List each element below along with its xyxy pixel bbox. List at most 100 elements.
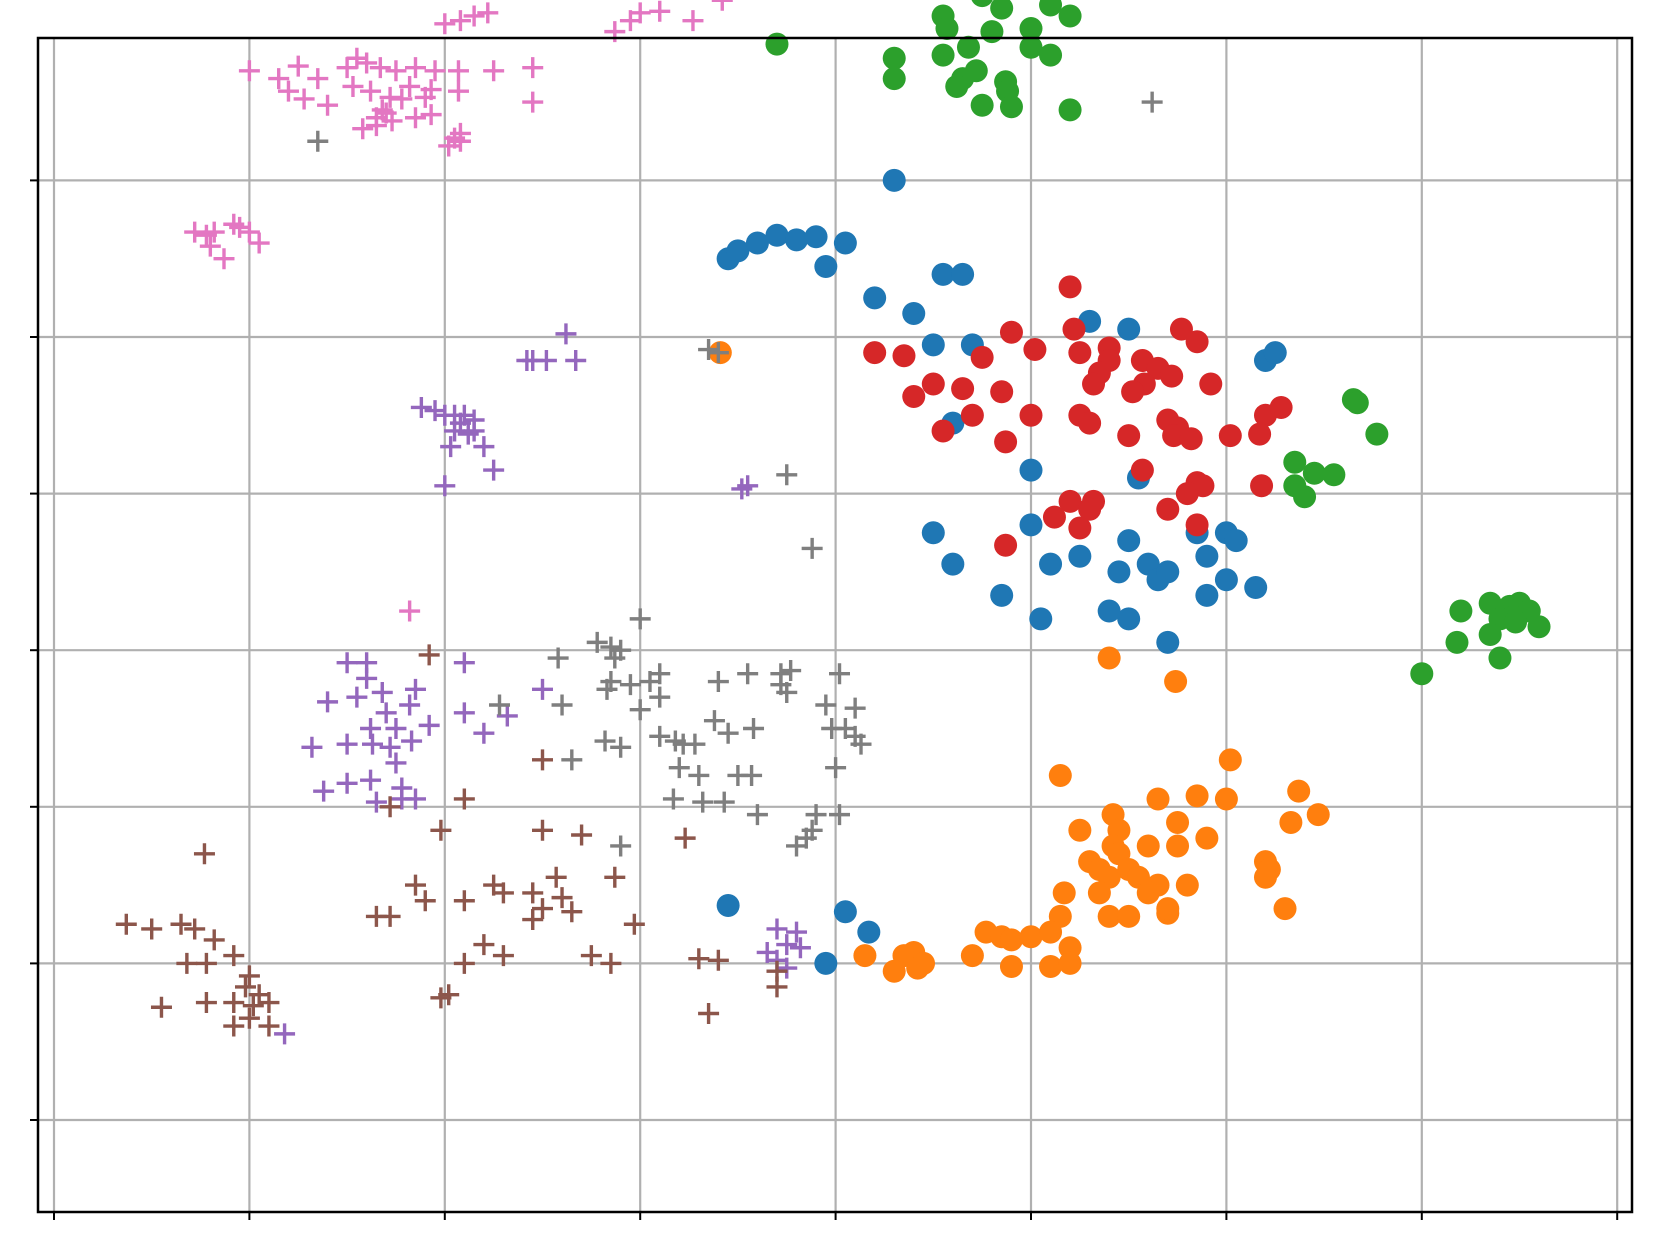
data-point <box>203 929 225 951</box>
data-point <box>410 396 432 418</box>
data-point <box>980 20 1004 44</box>
data-point <box>391 88 413 110</box>
data-point <box>1214 787 1238 811</box>
data-point <box>1039 43 1063 67</box>
data-point <box>1449 599 1473 623</box>
data-point <box>604 647 626 669</box>
data-point <box>1195 826 1219 850</box>
data-point <box>551 694 573 716</box>
data-point <box>438 135 460 157</box>
data-point <box>535 349 557 371</box>
data-point <box>1130 458 1154 482</box>
data-point <box>379 736 401 758</box>
data-point <box>268 68 290 90</box>
data-point <box>1504 610 1528 634</box>
data-point <box>1097 599 1121 623</box>
data-point <box>604 866 626 888</box>
data-point <box>931 419 955 443</box>
data-point <box>1195 583 1219 607</box>
data-point <box>1117 424 1141 448</box>
data-point <box>921 333 945 357</box>
data-point <box>863 286 887 310</box>
data-point <box>829 804 851 826</box>
data-point <box>555 323 577 345</box>
data-point <box>489 694 511 716</box>
data-point <box>371 681 393 703</box>
data-point <box>1039 920 1063 944</box>
data-point <box>365 115 387 137</box>
data-point <box>391 777 413 799</box>
data-point <box>1160 364 1184 388</box>
data-point <box>1121 380 1145 404</box>
data-point <box>551 887 573 909</box>
data-point <box>1445 630 1469 654</box>
data-point <box>399 75 421 97</box>
data-point <box>1117 317 1141 341</box>
data-point <box>951 262 975 286</box>
data-point <box>346 47 368 69</box>
data-point <box>829 663 851 685</box>
data-point <box>547 647 569 669</box>
data-point <box>1169 317 1193 341</box>
data-point <box>1146 787 1170 811</box>
data-point <box>1279 810 1303 834</box>
data-point <box>935 16 959 40</box>
series-5 <box>115 644 788 1037</box>
data-point <box>1478 623 1502 647</box>
data-point <box>945 74 969 98</box>
data-point <box>1068 516 1092 540</box>
data-point <box>434 475 456 497</box>
data-point <box>649 0 671 22</box>
data-points <box>115 0 1551 1045</box>
data-point <box>882 168 906 192</box>
data-point <box>1048 763 1072 787</box>
data-point <box>404 107 426 129</box>
data-point <box>420 104 442 126</box>
data-point <box>619 10 641 32</box>
data-point <box>623 913 645 935</box>
data-point <box>532 819 553 841</box>
data-point <box>356 52 378 74</box>
grid-lines <box>38 38 1632 1212</box>
data-point <box>238 60 260 82</box>
data-point <box>844 697 866 719</box>
data-point <box>141 918 163 940</box>
data-point <box>1117 529 1141 553</box>
data-point <box>682 10 704 32</box>
data-point <box>1250 474 1274 498</box>
data-point <box>1141 91 1163 113</box>
data-point <box>522 909 544 931</box>
data-point <box>223 945 245 967</box>
data-point <box>999 95 1023 119</box>
data-point <box>360 80 382 102</box>
data-point <box>522 882 544 904</box>
data-point <box>561 901 583 923</box>
data-point <box>1185 784 1209 808</box>
data-point <box>892 344 916 368</box>
data-point <box>1244 576 1268 600</box>
data-point <box>430 987 452 1009</box>
series-4 <box>274 323 811 1045</box>
data-point <box>453 652 475 674</box>
data-point <box>649 725 671 747</box>
data-point <box>356 667 378 689</box>
data-point <box>882 959 906 983</box>
data-point <box>1087 881 1111 905</box>
data-point <box>745 231 769 255</box>
data-point <box>195 952 217 974</box>
data-point <box>776 681 798 703</box>
data-point <box>242 995 264 1017</box>
data-point <box>970 93 994 117</box>
data-point <box>1019 513 1043 537</box>
data-point <box>170 913 192 935</box>
data-point <box>1166 810 1190 834</box>
data-point <box>815 694 837 716</box>
data-point <box>994 533 1018 557</box>
data-point <box>600 636 622 658</box>
data-point <box>814 951 838 975</box>
series-0 <box>716 168 1287 975</box>
data-point <box>385 60 407 82</box>
data-point <box>1218 424 1242 448</box>
data-point <box>921 372 945 396</box>
